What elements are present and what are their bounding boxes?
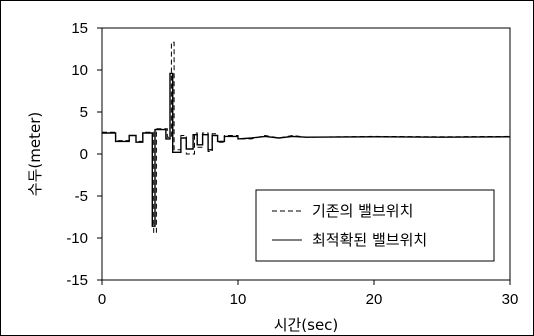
y-tick-label: -15 [66, 272, 88, 289]
legend-label-series-2: 최적확된 밸브위치 [312, 231, 427, 249]
x-axis-title: 시간(sec) [274, 316, 339, 334]
y-tick-label: -5 [75, 188, 88, 205]
y-tick-label: -10 [66, 230, 88, 247]
series-line-2 [102, 72, 511, 227]
x-tick-label: 0 [98, 291, 106, 308]
legend-box [255, 189, 495, 262]
y-tick-label: 5 [80, 104, 88, 121]
y-tick-label: 15 [71, 20, 88, 37]
x-tick-label: 30 [502, 291, 519, 308]
y-tick-label: 10 [71, 62, 88, 79]
legend: 기존의 밸브위치 최적확된 밸브위치 [255, 189, 495, 262]
series-layer [102, 41, 511, 234]
x-axis-ticks: 0 10 20 30 [98, 280, 519, 308]
x-tick-label: 20 [366, 291, 383, 308]
y-axis-title: 수두(meter) [26, 112, 44, 196]
legend-label-series-1: 기존의 밸브위치 [312, 202, 413, 220]
y-tick-label: 0 [80, 146, 88, 163]
y-axis-ticks: 15 10 5 0 -5 -10 -15 [66, 20, 102, 289]
x-tick-label: 10 [230, 291, 247, 308]
